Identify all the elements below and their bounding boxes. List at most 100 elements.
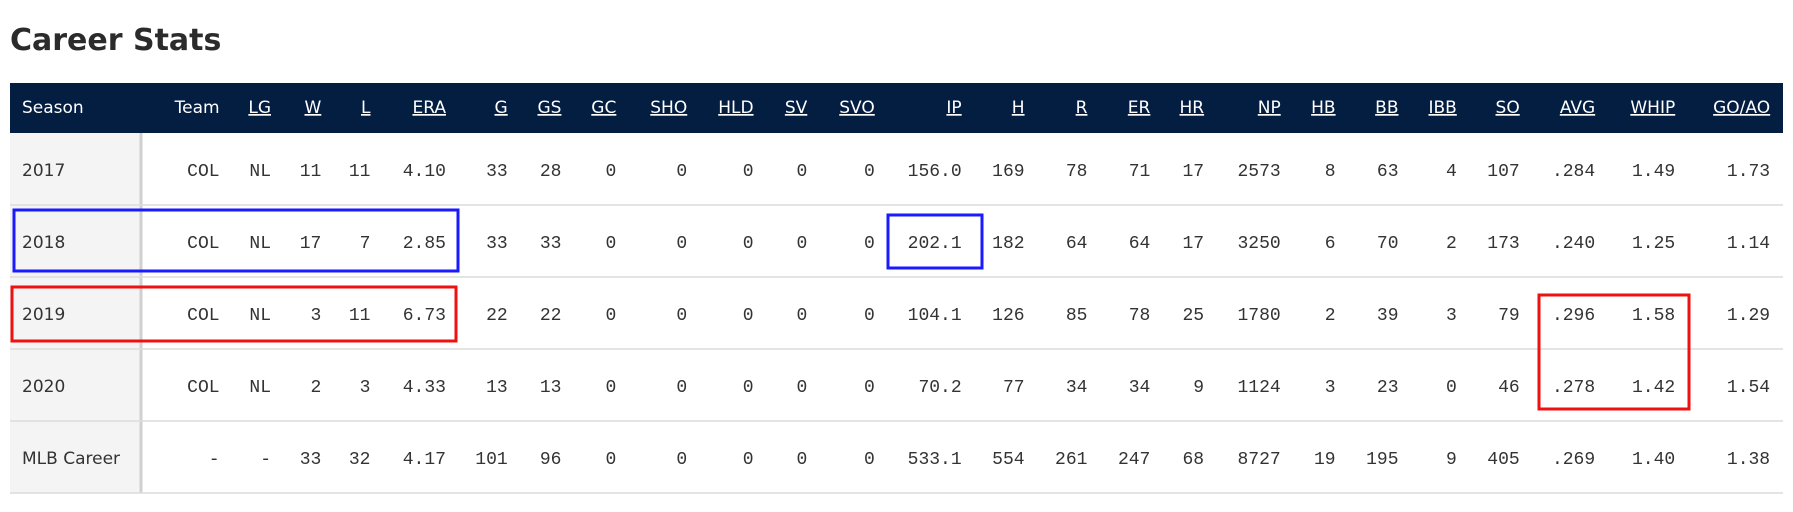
stat-cell: NL <box>249 234 271 254</box>
column-header: GO/AO <box>1713 98 1770 118</box>
stat-cell: 22 <box>540 306 562 326</box>
stat-cell: .269 <box>1552 450 1595 470</box>
stat-cell: 0 <box>606 234 617 254</box>
stat-cell: 4.33 <box>403 378 446 398</box>
stat-cell: 13 <box>540 378 562 398</box>
highlight-box <box>10 285 458 343</box>
stat-cell: COL <box>187 162 219 182</box>
stat-cell: 3 <box>311 306 322 326</box>
stat-cell: 0 <box>676 450 687 470</box>
column-header: Season <box>22 98 84 118</box>
stat-cell: COL <box>187 378 219 398</box>
stat-cell: 11 <box>300 162 322 182</box>
stat-cell: NL <box>249 378 271 398</box>
column-header: HLD <box>718 98 753 118</box>
column-header: IP <box>946 98 961 118</box>
highlight-box <box>12 208 460 273</box>
stat-cell: 126 <box>992 306 1024 326</box>
stat-cell: 23 <box>1377 378 1399 398</box>
stat-cell: 32 <box>349 450 371 470</box>
stat-cell: 156.0 <box>908 162 962 182</box>
stat-cell: 0 <box>743 450 754 470</box>
stat-cell: 4 <box>1446 162 1457 182</box>
stat-cell: 7 <box>360 234 371 254</box>
stat-cell: 1.40 <box>1632 450 1675 470</box>
stat-cell: 2.85 <box>403 234 446 254</box>
stat-cell: 1.29 <box>1727 306 1770 326</box>
stat-cell: .240 <box>1552 234 1595 254</box>
stat-cell: 2 <box>1446 234 1457 254</box>
column-header: SVO <box>839 98 875 118</box>
column-header: Team <box>174 98 220 118</box>
stat-cell: 8727 <box>1238 450 1281 470</box>
stat-cell: COL <box>187 234 219 254</box>
season-cell: 2019 <box>22 305 65 325</box>
stat-cell: .284 <box>1552 162 1595 182</box>
stat-cell: 107 <box>1487 162 1519 182</box>
stat-cell: 17 <box>1182 162 1204 182</box>
stat-cell: 11 <box>349 306 371 326</box>
stat-cell: 173 <box>1487 234 1519 254</box>
stat-cell: 0 <box>864 162 875 182</box>
column-header: LG <box>248 98 271 118</box>
stat-cell: 4.17 <box>403 450 446 470</box>
stat-cell: 6.73 <box>403 306 446 326</box>
stat-cell: 25 <box>1182 306 1204 326</box>
stat-cell: 2573 <box>1238 162 1281 182</box>
stat-cell: 0 <box>743 306 754 326</box>
stat-cell: 0 <box>606 378 617 398</box>
stat-cell: 3 <box>360 378 371 398</box>
stat-cell: 1.42 <box>1632 378 1675 398</box>
stat-cell: 202.1 <box>908 234 962 254</box>
stat-cell: 78 <box>1066 162 1088 182</box>
stat-cell: 34 <box>1066 378 1088 398</box>
stat-cell: 2 <box>311 378 322 398</box>
column-header: HB <box>1311 98 1335 118</box>
stat-cell: 3 <box>1446 306 1457 326</box>
stat-cell: 19 <box>1314 450 1336 470</box>
stat-cell: 0 <box>606 306 617 326</box>
stat-cell: 3 <box>1325 378 1336 398</box>
stat-cell: 70 <box>1377 234 1399 254</box>
season-cell: 2017 <box>22 161 65 181</box>
column-header: AVG <box>1560 98 1595 118</box>
stat-cell: 0 <box>676 162 687 182</box>
stat-cell: .296 <box>1552 306 1595 326</box>
stat-cell: 0 <box>864 378 875 398</box>
stat-cell: 22 <box>486 306 508 326</box>
stat-cell: 33 <box>300 450 322 470</box>
column-header: ER <box>1128 98 1151 118</box>
season-cell: 2020 <box>22 377 65 397</box>
stat-cell: 0 <box>743 378 754 398</box>
column-header: ERA <box>412 98 446 118</box>
stat-cell: 1.58 <box>1632 306 1675 326</box>
stat-cell: 101 <box>475 450 507 470</box>
stat-cell: 0 <box>864 450 875 470</box>
stat-cell: 85 <box>1066 306 1088 326</box>
column-header: BB <box>1375 98 1398 118</box>
stat-cell: 0 <box>606 450 617 470</box>
stat-cell: 0 <box>796 234 807 254</box>
stat-cell: 261 <box>1055 450 1087 470</box>
stat-cell: 0 <box>796 450 807 470</box>
stat-cell: 34 <box>1129 378 1151 398</box>
stat-cell: 78 <box>1129 306 1151 326</box>
stat-cell: 0 <box>1446 378 1457 398</box>
stat-cell: 63 <box>1377 162 1399 182</box>
column-header: H <box>1012 98 1025 118</box>
stat-cell: 64 <box>1066 234 1088 254</box>
stat-cell: 0 <box>743 234 754 254</box>
stat-cell: NL <box>249 162 271 182</box>
stat-cell: 17 <box>1182 234 1204 254</box>
stat-cell: 0 <box>606 162 617 182</box>
stat-cell: NL <box>249 306 271 326</box>
column-header: SV <box>785 98 808 118</box>
table-header-bar <box>10 83 1783 133</box>
stat-cell: 2 <box>1325 306 1336 326</box>
column-header: GS <box>537 98 561 118</box>
stat-cell: - <box>209 450 220 470</box>
stat-cell: 1.25 <box>1632 234 1675 254</box>
stat-cell: 1.54 <box>1727 378 1770 398</box>
stat-cell: 182 <box>992 234 1024 254</box>
